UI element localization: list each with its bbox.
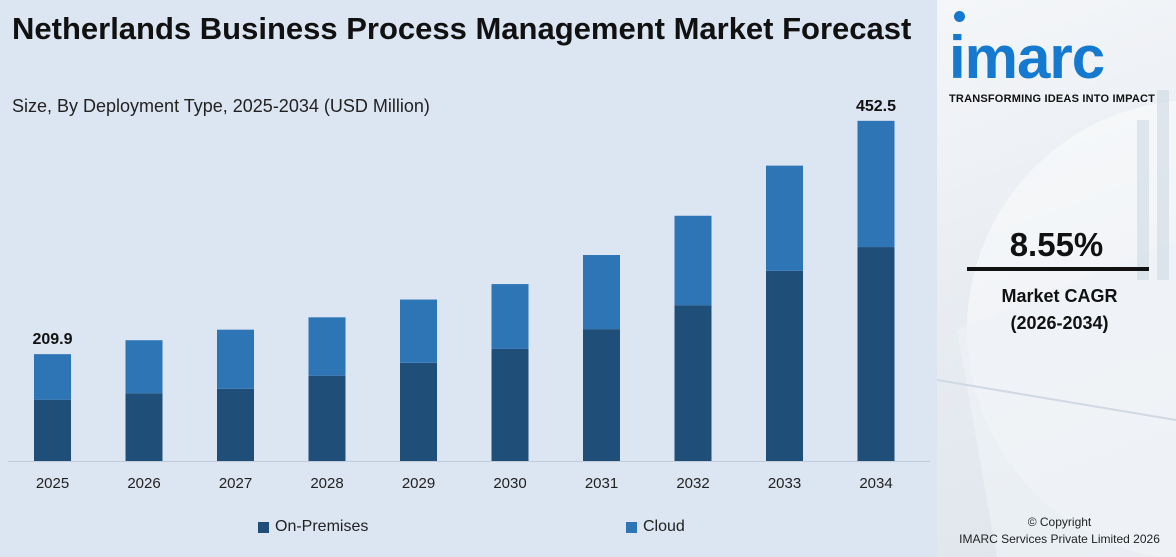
imarc-logo: imarc [949, 24, 1105, 91]
x-tick-label-2025: 2025 [36, 475, 69, 492]
x-tick-label-2026: 2026 [127, 475, 160, 492]
bar-cloud-2025 [34, 354, 71, 400]
logo-tagline: TRANSFORMING IDEAS INTO IMPACT [949, 93, 1156, 105]
cagr-period: (2026-2034) [1010, 313, 1109, 333]
bar-on-premises-2034 [857, 247, 895, 461]
bar-on-premises-2031 [583, 329, 620, 461]
logo-dot [954, 11, 965, 22]
total-label-2025: 209.9 [32, 331, 72, 348]
x-tick-label-2027: 2027 [219, 475, 252, 492]
bar-cloud-2034 [857, 120, 895, 248]
cagr-divider [967, 267, 1149, 271]
background-decoration [937, 90, 1176, 557]
bar-cloud-2030 [491, 284, 529, 349]
bar-cloud-2026 [125, 340, 163, 394]
chart-title: Netherlands Business Process Management … [12, 11, 912, 46]
x-tick-label-2030: 2030 [493, 475, 526, 492]
legend-swatch-cloud [626, 521, 637, 533]
bar-cloud-2029 [400, 299, 437, 363]
bar-on-premises-2028 [308, 375, 346, 461]
bar-on-premises-2029 [400, 362, 437, 461]
x-tick-label-2028: 2028 [310, 475, 343, 492]
bar-on-premises-2030 [491, 348, 529, 461]
bar-on-premises-2032 [674, 305, 712, 461]
total-label-2034: 452.5 [856, 98, 896, 115]
bar-cloud-2028 [308, 317, 346, 376]
chart-panel: Netherlands Business Process Management … [0, 0, 937, 557]
bar-on-premises-2025 [34, 399, 71, 461]
bar-cloud-2032 [674, 215, 712, 306]
bar-cloud-2033 [766, 165, 803, 271]
bar-on-premises-2027 [217, 388, 254, 461]
copyright-line-1: © Copyright [1027, 515, 1092, 529]
bar-cloud-2027 [217, 329, 254, 389]
chart-subtitle: Size, By Deployment Type, 2025-2034 (USD… [12, 96, 430, 116]
copyright-line-2: IMARC Services Private Limited 2026 [959, 532, 1160, 546]
bar-chart: 2025 209.9 2026 2027 2028 2029 2030 2031 2032 203… [8, 98, 930, 492]
legend-label-cloud: Cloud [643, 518, 685, 535]
x-tick-label-2031: 2031 [585, 475, 618, 492]
bar-on-premises-2033 [766, 270, 803, 461]
legend-swatch-on-premises [258, 521, 269, 533]
bar-cloud-2031 [583, 255, 620, 330]
legend-item-cloud: Cloud [626, 518, 685, 536]
bar-on-premises-2026 [125, 393, 163, 461]
side-panel: imarc TRANSFORMING IDEAS INTO IMPACT 8.5… [937, 0, 1176, 557]
cagr-value: 8.55% [1009, 226, 1104, 263]
legend-item-on-premises: On-Premises [258, 518, 368, 536]
cagr-label: Market CAGR [1001, 286, 1118, 306]
x-tick-label-2029: 2029 [402, 475, 435, 492]
legend-label-on-premises: On-Premises [275, 518, 369, 535]
x-tick-label-2033: 2033 [768, 475, 801, 492]
x-tick-label-2032: 2032 [676, 475, 709, 492]
x-tick-label-2034: 2034 [859, 475, 892, 492]
